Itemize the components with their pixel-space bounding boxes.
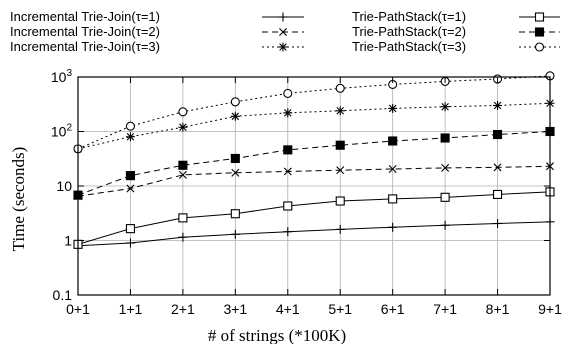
x-tick-label: 7+1 [433,301,457,317]
legend-label: Incremental Trie-Join(τ=1) [10,9,160,24]
legend-label: Trie-PathStack(τ=1) [352,9,466,24]
data-point [283,145,293,155]
x-tick-label: 8+1 [486,301,510,317]
data-point [283,201,293,211]
series-line-5 [77,102,551,150]
y-tick-label: 1 [64,233,72,249]
data-point [178,232,188,242]
data-point [125,132,135,142]
x-axis-title: # of strings (*100K) [208,326,346,344]
data-point [335,83,345,93]
series-layer [73,71,555,251]
data-point [283,88,293,98]
grid-lines [78,77,550,295]
plot-frame [77,76,551,296]
x-tick-label: 2+1 [171,301,195,317]
series-line-1 [77,221,551,247]
legend-label: Incremental Trie-Join(τ=3) [10,39,160,54]
x-tick-label: 6+1 [381,301,405,317]
x-tick-label: 1+1 [119,301,143,317]
data-point [388,222,398,232]
legend-marker [534,27,545,37]
data-point [125,238,135,248]
legend-marker [534,42,545,52]
y-tick-label: 103 [51,68,73,85]
x-tick-label: 4+1 [276,301,300,317]
data-point [178,122,188,132]
legend-marker [279,28,287,36]
data-point [178,107,188,117]
data-point [230,209,240,219]
series-line-3 [77,165,551,197]
data-point [335,106,345,116]
data-point [336,166,345,175]
data-point [440,102,450,112]
data-point [178,160,188,170]
data-point [388,136,398,146]
data-point [440,192,450,202]
data-point [125,121,135,131]
data-point [335,196,345,206]
legend-marker [534,12,545,22]
series-line-4 [77,131,551,196]
legend-label: Incremental Trie-Join(τ=2) [10,24,160,39]
data-point [493,163,502,172]
data-point [440,220,450,230]
legend-label: Trie-PathStack(τ=3) [352,39,466,54]
data-point [230,97,240,107]
data-point [388,103,398,113]
data-point [230,111,240,121]
x-tick-label: 0+1 [66,301,90,317]
series-line-2 [77,191,551,245]
legend: Incremental Trie-Join(τ=1) Trie-PathStack… [10,9,560,54]
x-tick-label: 5+1 [328,301,352,317]
legend-marker [278,42,288,52]
data-point [178,170,187,179]
data-point [440,133,450,143]
x-tick-label: 3+1 [223,301,247,317]
data-point [230,153,240,164]
data-point [283,227,293,237]
data-point [283,108,293,118]
data-point [493,100,503,110]
series-line-6 [77,75,551,150]
data-point [335,224,345,234]
data-point [441,163,450,172]
y-axis-title: Time (seconds) [9,147,28,252]
data-point [388,165,397,173]
data-point [493,189,503,199]
data-point [283,167,292,176]
legend-label: Trie-PathStack(τ=2) [352,24,466,39]
y-tick-label: 10 [56,178,72,194]
data-point [493,219,503,229]
axes: 0.1 1 10 102 103 0+1 1+1 2+1 3+1 4+1 5+1 6+1 7+1 8+1 9… [51,68,562,317]
legend-marker [278,12,288,22]
data-point [493,129,503,140]
data-point [231,168,240,177]
y-tick-label: 0.1 [53,287,73,303]
data-point [388,194,398,204]
y-tick-label: 102 [51,123,73,140]
data-point [126,184,135,193]
data-point [125,171,135,181]
data-point [335,140,345,150]
x-tick-label: 9+1 [538,301,562,317]
data-point [178,213,188,223]
data-point [230,229,240,239]
data-point [125,224,135,234]
